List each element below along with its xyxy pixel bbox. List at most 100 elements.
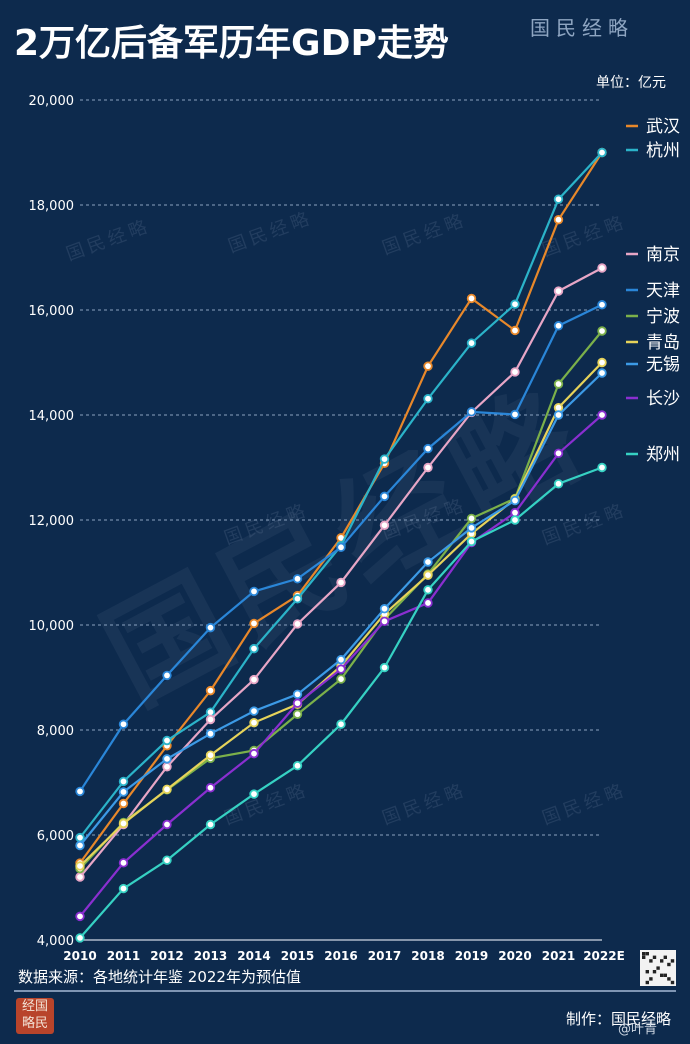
data-point <box>466 338 477 348</box>
footer-divider <box>14 990 676 992</box>
data-point <box>379 616 390 627</box>
data-point <box>597 368 607 378</box>
data-point <box>553 194 564 204</box>
data-point <box>205 622 216 633</box>
data-point <box>75 872 85 882</box>
x-tick-label: 2022E <box>583 949 625 963</box>
source-note: 数据来源：各地统计年鉴 2022年为预估值 <box>18 968 301 986</box>
x-tick-label: 2019 <box>455 949 488 963</box>
data-point <box>249 618 259 629</box>
data-point <box>379 604 390 614</box>
data-point <box>336 654 346 665</box>
data-point <box>118 858 129 868</box>
data-point <box>553 379 564 389</box>
data-point <box>118 883 129 894</box>
data-point <box>292 574 303 584</box>
data-point <box>336 664 346 674</box>
data-point <box>553 410 564 420</box>
y-tick-label: 20,000 <box>29 94 75 109</box>
unit-label: 单位：亿元 <box>596 75 666 91</box>
data-point <box>597 357 607 368</box>
data-point <box>75 933 85 943</box>
data-point <box>553 479 564 489</box>
x-tick-labels: 2010 2011 2012 2013 2014 2015 2016 2017 2018 2019… <box>63 949 625 963</box>
y-tick-labels: 4,000 6,000 8,000 10,000 12,000 14,000 16,000 1… <box>29 94 75 949</box>
series-青岛 <box>75 357 607 871</box>
data-point <box>249 586 259 597</box>
x-tick-label: 2012 <box>150 949 183 963</box>
data-point <box>597 263 607 273</box>
series-lines <box>75 147 607 943</box>
data-point <box>205 819 216 830</box>
data-point <box>162 784 172 795</box>
data-point <box>423 462 433 473</box>
data-point <box>292 709 303 719</box>
data-point <box>249 748 259 759</box>
data-point <box>423 585 433 595</box>
data-point <box>510 409 520 420</box>
data-point <box>553 286 564 296</box>
data-point <box>379 491 390 502</box>
data-point <box>162 754 172 764</box>
data-point <box>249 674 259 685</box>
data-point <box>336 577 346 588</box>
data-point <box>423 570 433 580</box>
data-point <box>205 728 216 739</box>
y-tick-label: 18,000 <box>29 199 75 214</box>
data-point <box>466 407 477 417</box>
seal-logo: 经国 略民 <box>16 998 54 1034</box>
chart-title: 2万亿后备军历年GDP走势 <box>14 23 449 64</box>
series-line <box>79 361 603 867</box>
data-point <box>249 717 259 728</box>
data-point <box>379 454 390 464</box>
data-point <box>75 840 85 851</box>
data-point <box>118 776 129 787</box>
data-point <box>466 536 477 547</box>
data-point <box>510 299 520 309</box>
y-tick-label: 12,000 <box>29 514 75 529</box>
data-point <box>553 214 564 225</box>
data-point <box>597 147 607 158</box>
legend-label: 宁波 <box>646 307 680 327</box>
data-point <box>249 789 259 799</box>
series-line <box>79 151 603 864</box>
data-point <box>118 719 129 729</box>
data-point <box>75 832 85 843</box>
data-point <box>466 293 477 304</box>
x-tick-label: 2020 <box>498 949 531 963</box>
data-point <box>553 448 564 459</box>
series-line <box>79 267 603 878</box>
data-point <box>423 443 433 454</box>
series-line <box>79 372 603 847</box>
data-point <box>118 787 129 797</box>
y-tick-label: 4,000 <box>37 934 74 949</box>
data-point <box>379 520 390 530</box>
data-point <box>597 410 607 420</box>
y-tick-label: 16,000 <box>29 304 75 319</box>
credit-text: 制作：国民经略 <box>566 1010 672 1028</box>
data-point <box>423 361 433 371</box>
data-point <box>423 598 433 608</box>
series-郑州 <box>75 462 607 943</box>
data-point <box>162 735 172 746</box>
series-无锡 <box>75 368 607 851</box>
series-武汉 <box>75 147 607 868</box>
x-tick-label: 2011 <box>107 949 140 963</box>
qr-code-icon[interactable] <box>640 950 676 986</box>
legend-label: 南京 <box>646 245 680 265</box>
x-tick-label: 2021 <box>542 949 575 963</box>
data-point <box>423 557 433 567</box>
data-point <box>292 594 303 604</box>
x-tick-label: 2010 <box>63 949 96 963</box>
data-point <box>162 762 172 772</box>
author-handle: @叶青 <box>618 1022 658 1037</box>
data-point <box>75 861 85 871</box>
data-point <box>597 326 607 336</box>
x-tick-label: 2016 <box>324 949 357 963</box>
y-tick-label: 6,000 <box>37 829 74 844</box>
data-point <box>597 300 607 310</box>
data-point <box>553 321 564 331</box>
legend-label: 无锡 <box>646 355 680 375</box>
series-长沙 <box>75 410 607 922</box>
